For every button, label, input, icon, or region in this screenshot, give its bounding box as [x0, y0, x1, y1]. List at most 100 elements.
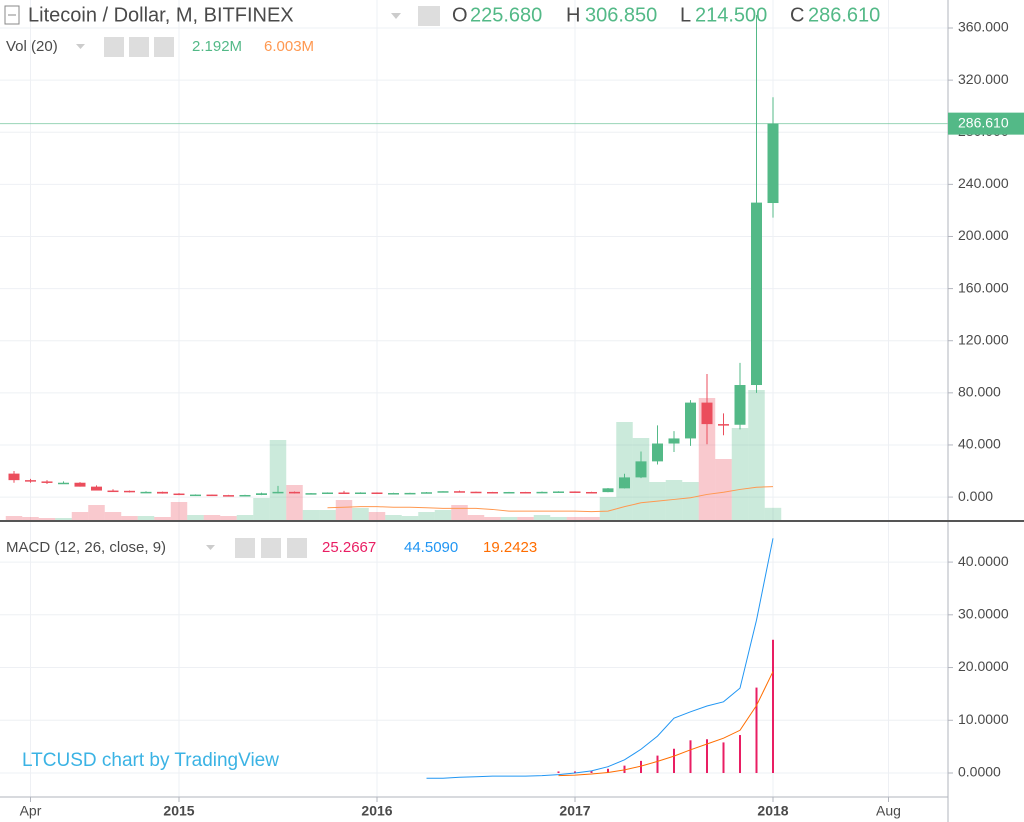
collapse-icon[interactable]: [4, 5, 20, 25]
watermark: LTCUSD chart by TradingView: [22, 750, 279, 771]
macd-histogram-bar: [640, 760, 642, 774]
candle-body: [751, 202, 762, 386]
volume-bar: [698, 398, 716, 520]
volume-bar: [38, 518, 56, 520]
settings-icon[interactable]: [129, 37, 149, 57]
macd-histogram-bar: [607, 768, 609, 774]
candle-body: [586, 491, 597, 494]
candle-body: [107, 490, 119, 493]
dropdown-arrow[interactable]: [76, 44, 85, 49]
volume-bar: [731, 428, 749, 520]
candle-body: [470, 491, 482, 494]
candle-body: [569, 491, 581, 493]
y-tick-label: 320.000: [958, 71, 1009, 87]
y-tick-label: 240.000: [958, 175, 1009, 191]
candle-body: [388, 493, 399, 495]
volume-bar: [682, 482, 699, 520]
candle-body: [355, 492, 366, 495]
grid: [0, 0, 948, 797]
macd-line: [426, 538, 774, 779]
close-icon[interactable]: [154, 37, 174, 57]
volume-bar: [22, 517, 39, 520]
candle-body: [701, 402, 713, 425]
settings-icon[interactable]: [261, 538, 281, 558]
candle-body: [173, 493, 185, 496]
eye-icon[interactable]: [235, 538, 255, 558]
volume-bar: [88, 505, 105, 520]
volume-bar: [764, 507, 782, 520]
candle-body: [767, 123, 779, 204]
candle-body: [520, 491, 531, 494]
ohlc-key: O: [452, 4, 468, 26]
y-tick-label: 160.000: [958, 279, 1009, 295]
ohlc-key: L: [680, 4, 691, 26]
y-tick-label: 360.000: [958, 19, 1009, 35]
volume-bar: [434, 510, 452, 520]
macd-title: MACD (12, 26, close, 9): [6, 539, 166, 556]
ohlc-value: 214.500: [695, 4, 767, 26]
volume-bar: [533, 515, 551, 520]
volume-bar: [599, 497, 617, 520]
y-tick-label: 200.000: [958, 227, 1009, 243]
candle-body: [41, 481, 53, 483]
macd-histogram-bar: [706, 739, 708, 774]
x-tick-label: 2015: [163, 803, 194, 819]
candle-body: [206, 494, 218, 497]
volume-bar: [154, 517, 171, 520]
volume-bar: [236, 515, 254, 520]
y-tick-label: 120.000: [958, 331, 1009, 347]
candle-body: [536, 491, 548, 494]
candle-body: [190, 494, 201, 497]
volume-bar: [451, 505, 468, 520]
volume-value: 2.192M: [192, 38, 242, 55]
labels: Litecoin / Dollar, M, BITFINEX O 225.680…: [4, 4, 1024, 819]
macd-value: 44.5090: [404, 539, 458, 556]
macd-histogram-bar: [755, 687, 758, 774]
volume-bar: [484, 517, 501, 520]
ohlc-value: 306.850: [585, 4, 657, 26]
volume-bar: [319, 510, 336, 520]
candle-body: [619, 477, 630, 489]
macd-histogram-bar: [656, 755, 659, 774]
dropdown-arrow[interactable]: [206, 545, 215, 550]
volume-bar: [203, 515, 221, 520]
volume-bar: [55, 518, 72, 520]
macd-histogram-bar: [557, 771, 560, 774]
x-tick-label: Aug: [876, 803, 901, 819]
candle-body: [338, 492, 350, 495]
y-tick-label: 80.000: [958, 384, 1001, 400]
signal-value: 19.2423: [483, 539, 537, 556]
macd-histogram-bar: [623, 765, 626, 774]
candle-body: [8, 473, 20, 481]
candle-body: [602, 488, 614, 493]
candle-body: [91, 486, 102, 491]
macd-histogram-bar: [689, 740, 692, 774]
volume-title: Vol (20): [6, 38, 58, 55]
y-tick-label: 40.000: [958, 436, 1001, 452]
symbol-title: Litecoin / Dollar, M, BITFINEX: [28, 4, 294, 26]
volume-bar: [517, 517, 534, 520]
volume-bar: [302, 510, 320, 520]
volume-bar: [286, 485, 303, 520]
volume-bar: [104, 512, 122, 520]
candle-body: [553, 491, 564, 493]
volume-bar: [71, 512, 89, 520]
volume-bar: [121, 516, 138, 520]
marks: [0, 14, 948, 779]
macd-histogram-bar: [590, 770, 593, 774]
eye-icon[interactable]: [418, 6, 440, 26]
volume-bar: [5, 516, 23, 520]
volume-bar: [187, 515, 204, 520]
candle-body: [256, 493, 267, 495]
candle-body: [685, 402, 696, 439]
candle-body: [668, 438, 680, 444]
macd-histogram-bar: [739, 735, 741, 774]
candle-body: [305, 493, 317, 495]
candle-body: [718, 424, 729, 426]
eye-icon[interactable]: [104, 37, 124, 57]
macd-hist-value: 25.2667: [322, 539, 376, 556]
volume-bar: [566, 517, 584, 520]
close-icon[interactable]: [287, 538, 307, 558]
macd-histogram-bar: [673, 748, 675, 774]
dropdown-arrow[interactable]: [391, 13, 401, 19]
